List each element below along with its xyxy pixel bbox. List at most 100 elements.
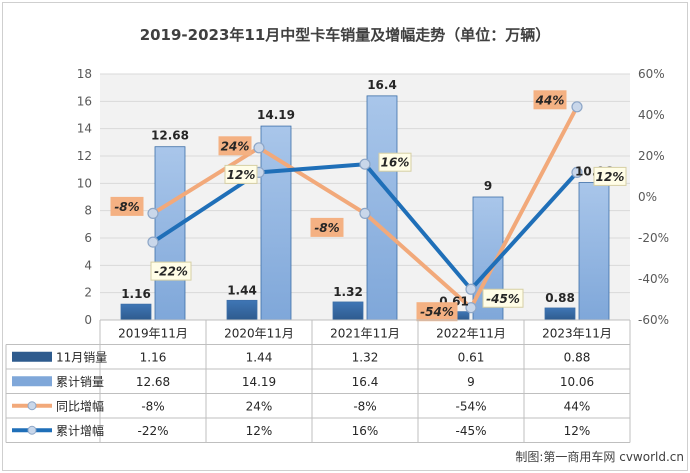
data-label-monthly-sales: 1.44 [227, 283, 257, 297]
data-label-yoy-growth: -8% [314, 221, 339, 235]
cumulative-growth-point [147, 236, 159, 248]
table-cell: 12.68 [136, 375, 170, 389]
table-cell: -54% [455, 399, 486, 413]
x-category-label: 2020年11月 [224, 326, 294, 340]
y-tick-label: 4 [84, 258, 92, 272]
data-label-cumulative-growth-box [224, 164, 258, 184]
legend-swatch-cumulative-sales [12, 376, 52, 387]
legend-marker-cumulative-growth [27, 425, 37, 435]
data-label-monthly-sales: 1.32 [333, 285, 363, 299]
table-cell: -45% [455, 424, 486, 438]
yoy-growth-point [571, 101, 583, 113]
legend-label: 同比增幅 [56, 398, 104, 413]
table-cell: 10.06 [560, 375, 594, 389]
data-table: 2019年11月 2020年11月 2021年11月 2022年11月 2023年11月… [5, 319, 631, 443]
data-label-yoy-growth-box [218, 136, 252, 156]
x-category-label: 2022年11月 [436, 326, 506, 340]
data-label-cumulative-growth: 12% [227, 168, 256, 182]
bar-cumulative-sales [366, 95, 398, 321]
table-cell: 1.32 [352, 350, 379, 364]
yoy-growth-point [147, 207, 159, 219]
legend-label: 11月销量 [56, 350, 107, 364]
table-cell: 12% [564, 424, 591, 438]
data-label-cumulative-growth-box [593, 166, 627, 186]
chart-title: 2019-2023年11月中型卡车销量及增幅走势（单位：万辆） [140, 26, 551, 44]
legend-swatch-monthly-sales [12, 351, 52, 362]
table-cell: 14.19 [242, 375, 276, 389]
y2-tick-label: 20% [638, 149, 665, 163]
data-label-cumulative-sales: 16.4 [367, 78, 397, 92]
y2-tick-label: 0% [638, 190, 657, 204]
y-tick-label: 16 [77, 94, 92, 108]
table-cell: 1.44 [246, 350, 273, 364]
table-cell: 16.4 [352, 375, 379, 389]
axes: 0 2 4 6 8 10 12 14 16 18 -60% -40% -20% 0% 20% 40% 60% [77, 67, 669, 327]
bar-monthly-sales [120, 303, 152, 321]
table-cell: 16% [352, 424, 379, 438]
bar-cumulative-sales [578, 182, 610, 321]
y-tick-label: 18 [77, 67, 92, 81]
cumulative-growth-point [571, 166, 583, 178]
data-label-yoy-growth: -54% [420, 305, 454, 319]
table-cell: 0.61 [458, 350, 485, 364]
data-label-yoy-growth-box [416, 302, 458, 322]
table-cell: -8% [353, 399, 376, 413]
data-label-yoy-growth: 24% [221, 139, 250, 153]
data-labels: 1.161.441.320.610.8812.6814.1916.4910.06… [110, 78, 627, 322]
table-cell: 24% [246, 399, 273, 413]
data-label-cumulative-sales: 12.68 [151, 129, 189, 143]
legend-label: 累计销量 [56, 375, 104, 389]
data-label-cumulative-growth: 12% [596, 170, 625, 184]
y2-tick-label: -20% [638, 231, 669, 245]
table-cell: -8% [141, 399, 164, 413]
legend-label: 累计增幅 [56, 423, 104, 438]
y-tick-label: 2 [84, 286, 92, 300]
data-label-yoy-growth-box [110, 196, 144, 216]
data-label-cumulative-sales: 9 [484, 179, 492, 193]
data-label-cumulative-growth-box [482, 288, 524, 308]
yoy-growth-point [359, 207, 371, 219]
data-label-monthly-sales: 1.16 [121, 287, 151, 301]
data-label-yoy-growth-box [310, 217, 344, 237]
x-category-label: 2021年11月 [330, 326, 400, 340]
legend-marker-yoy-growth [27, 401, 37, 411]
y-tick-label: 8 [84, 204, 92, 218]
y2-tick-label: 60% [638, 67, 665, 81]
data-label-cumulative-sales: 14.19 [257, 108, 295, 122]
cumulative-growth-point [359, 158, 371, 170]
x-category-label: 2019年11月 [118, 326, 188, 340]
y-tick-label: 6 [84, 231, 92, 245]
data-label-cumulative-growth: -45% [486, 292, 520, 306]
cumulative-growth-point [465, 283, 477, 295]
bar-monthly-sales [544, 307, 576, 321]
y2-tick-label: -60% [638, 313, 669, 327]
bar-monthly-sales [226, 299, 258, 321]
y-tick-label: 14 [77, 122, 92, 136]
table-cell: 12% [246, 424, 273, 438]
bar-cumulative-sales [260, 125, 292, 321]
lines [147, 101, 583, 314]
table-cell: -22% [137, 424, 168, 438]
data-label-cumulative-growth-box [378, 152, 412, 172]
table-cell: 0.88 [564, 350, 591, 364]
data-label-yoy-growth-box [533, 90, 567, 110]
bars [120, 95, 610, 321]
data-label-yoy-growth: -8% [114, 200, 139, 214]
credit-text: 制图:第一商用车网 cvworld.cn [515, 449, 684, 464]
data-label-monthly-sales: 0.88 [545, 291, 575, 305]
y2-tick-label: 40% [638, 108, 665, 122]
yoy-growth-point [253, 142, 265, 154]
y2-tick-label: -40% [638, 272, 669, 286]
data-label-yoy-growth: 44% [535, 93, 565, 107]
data-label-cumulative-growth-box [150, 261, 192, 281]
y-tick-label: 12 [77, 149, 92, 163]
bar-cumulative-sales [154, 146, 186, 321]
bar-monthly-sales [332, 301, 364, 321]
y-tick-label: 0 [84, 313, 92, 327]
table-cell: 44% [564, 399, 591, 413]
data-label-cumulative-growth: -22% [154, 265, 188, 279]
y-tick-label: 10 [77, 176, 92, 190]
table-cell: 9 [467, 375, 475, 389]
x-category-label: 2023年11月 [542, 326, 612, 340]
